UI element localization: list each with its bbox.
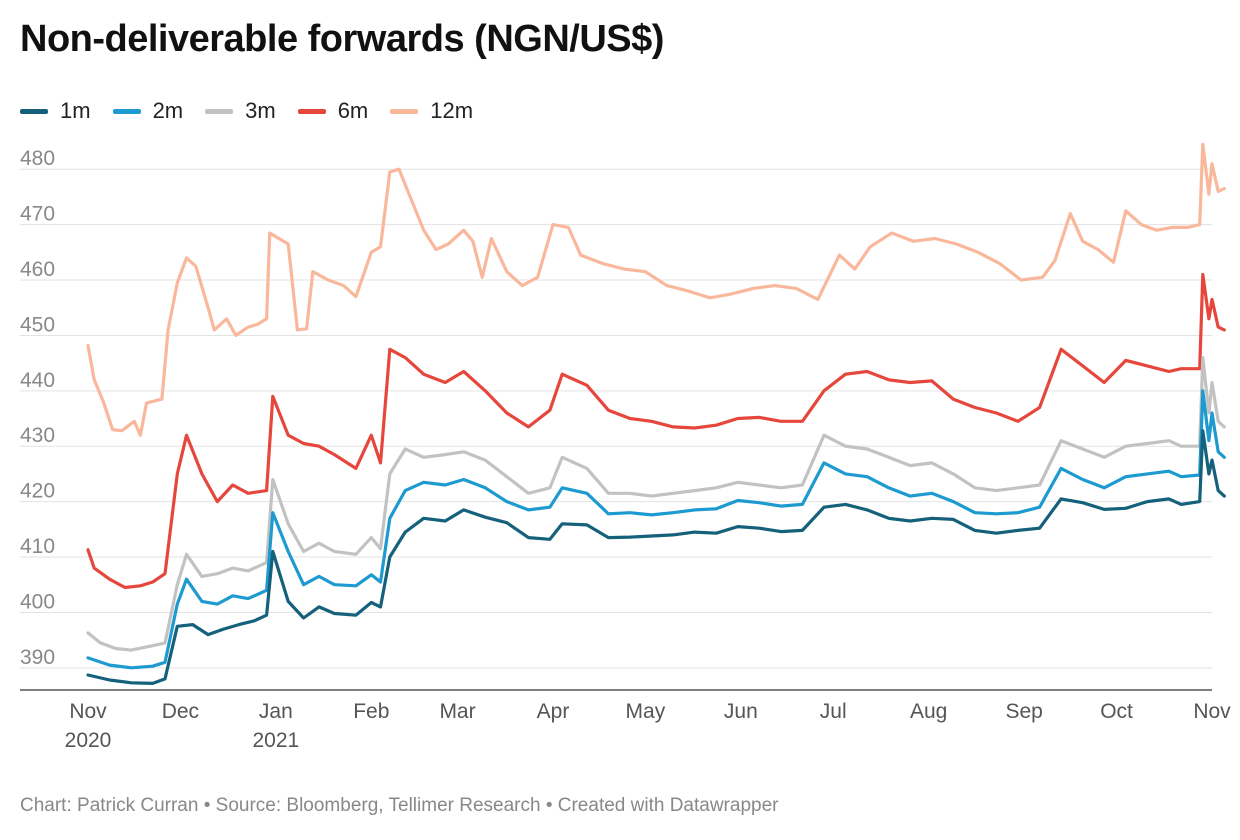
- legend-swatch: [20, 108, 48, 114]
- y-tick-label: 390: [20, 646, 55, 669]
- chart-credits: Chart: Patrick Curran • Source: Bloomber…: [20, 795, 779, 816]
- legend-item-12m: 12m: [390, 98, 473, 124]
- x-tick-label: Feb: [353, 700, 389, 723]
- legend-label: 3m: [245, 98, 276, 123]
- legend-label: 12m: [430, 98, 474, 123]
- y-tick-label: 470: [20, 203, 55, 226]
- legend-item-6m: 6m: [297, 98, 369, 124]
- x-tick-label: Mar: [439, 700, 475, 723]
- series-lines: [86, 142, 1226, 685]
- legend-item-3m: 3m: [205, 98, 276, 124]
- legend-label: 6m: [337, 98, 369, 123]
- y-tick-label: 480: [20, 147, 55, 170]
- y-tick-label: 450: [20, 313, 55, 336]
- x-tick-label: Jul: [820, 700, 847, 723]
- x-tick-label: Apr: [537, 700, 570, 723]
- legend-item-2m: 2m: [112, 98, 184, 124]
- legend-label: 1m: [60, 98, 91, 123]
- legend-label: 2m: [152, 98, 184, 123]
- x-tick-label: Oct: [1100, 700, 1133, 723]
- x-tick-label: Nov: [69, 700, 107, 723]
- y-axis-tick-labels: 390 400 410 420 430 440 450 460 470 480: [20, 147, 55, 669]
- legend-swatch: [205, 108, 234, 114]
- x-tick-year-label: 2020: [65, 729, 112, 752]
- grid-lines: [20, 168, 1212, 691]
- series-line-3m: [86, 356, 1226, 652]
- x-tick-label: May: [626, 700, 666, 723]
- y-tick-label: 440: [20, 369, 55, 392]
- legend-item-1m: 1m: [20, 98, 91, 124]
- series-line-12m: [86, 142, 1226, 437]
- line-chart: 390 400 410 420 430 440 450 460 470 480 Nov 2020 De…: [20, 142, 1232, 752]
- x-tick-label: Dec: [162, 700, 199, 723]
- x-tick-label: Jan: [259, 700, 293, 723]
- x-tick-label: Sep: [1005, 700, 1042, 723]
- x-tick-label: Aug: [910, 700, 947, 723]
- chart-legend: 1m 2m 3m 6m 12m: [20, 98, 495, 124]
- y-tick-label: 460: [20, 258, 55, 281]
- legend-swatch: [390, 108, 419, 114]
- y-tick-label: 430: [20, 424, 55, 447]
- x-axis-tick-labels: Nov 2020 Dec Jan 2021 Feb Mar Apr May Jun Jul Aug Se…: [65, 700, 1232, 752]
- x-tick-label: Nov: [1193, 700, 1231, 723]
- chart-title: Non-deliverable forwards (NGN/US$): [20, 18, 664, 60]
- y-tick-label: 410: [20, 535, 55, 558]
- series-line-1m: [86, 429, 1226, 685]
- y-tick-label: 400: [20, 590, 55, 613]
- legend-swatch: [112, 108, 141, 114]
- legend-swatch: [297, 108, 326, 114]
- series-line-6m: [86, 272, 1226, 590]
- series-line-2m: [86, 389, 1226, 670]
- x-tick-year-label: 2021: [252, 729, 299, 752]
- y-tick-label: 420: [20, 480, 55, 503]
- x-tick-label: Jun: [724, 700, 758, 723]
